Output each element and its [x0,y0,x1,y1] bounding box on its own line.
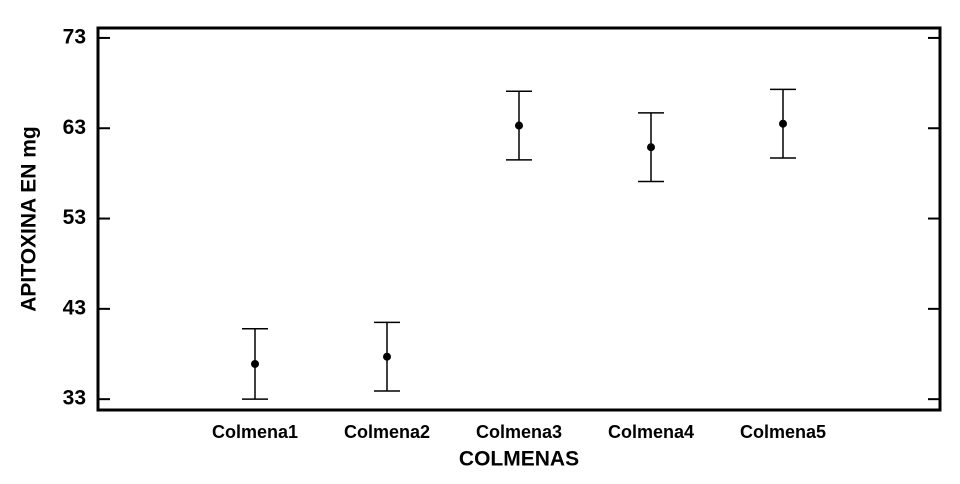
point [647,143,655,152]
x-tick-label: Colmena2 [344,422,430,442]
point [251,359,259,368]
x-tick-label: Colmena3 [476,422,562,442]
y-axis-title: APITOXINA EN mg [18,126,41,312]
y-tick-label: 43 [63,296,86,319]
point [515,121,523,130]
point [779,119,787,128]
point [383,352,391,361]
y-tick-label: 63 [63,116,86,139]
x-tick-label: Colmena5 [740,422,826,442]
x-tick-label: Colmena4 [608,422,694,442]
y-tick-label: 33 [63,387,86,410]
y-tick-label: 53 [63,206,86,229]
x-axis-title: COLMENAS [459,448,579,471]
plot-frame [96,26,942,412]
x-tick-label: Colmena1 [212,422,298,442]
y-tick-label: 73 [63,25,86,48]
